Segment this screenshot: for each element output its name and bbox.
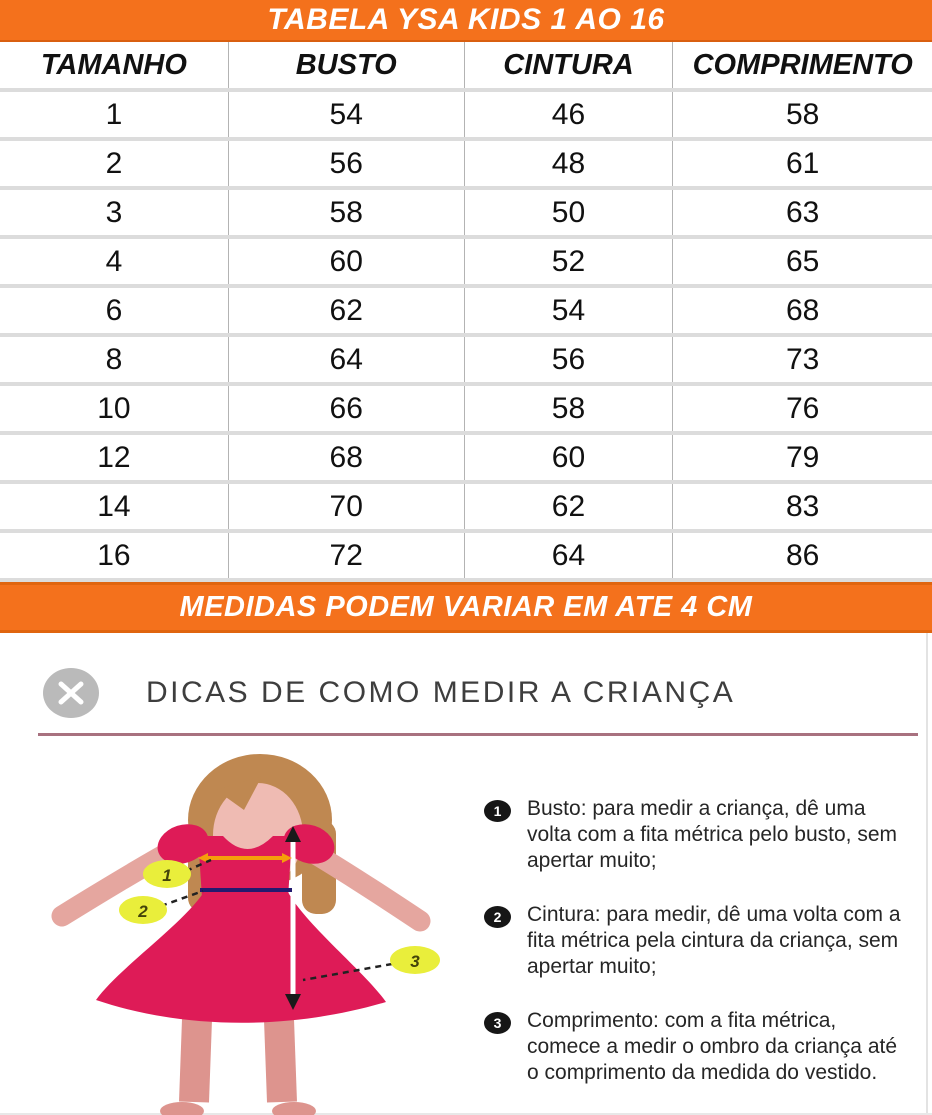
tips-list: 1 Busto: para medir a criança, dê uma vo… bbox=[450, 736, 926, 1115]
cell-bust: 56 bbox=[227, 139, 465, 190]
tolerance-notice-bar: MEDIDAS PODEM VARIAR EM ATE 4 CM bbox=[0, 582, 932, 633]
child-figure-wrap: 1 2 3 bbox=[30, 740, 450, 1115]
cell-size: 2 bbox=[0, 139, 229, 190]
tip-text: Comprimento: com a fita métrica, comece … bbox=[527, 1009, 898, 1084]
table-header-row: TAMANHO BUSTO CINTURA COMPRIMENTO bbox=[0, 42, 932, 92]
cell-waist: 56 bbox=[463, 335, 673, 386]
table-row: 1 54 46 58 bbox=[0, 90, 932, 141]
cell-waist: 54 bbox=[463, 286, 673, 337]
marker-badge-length: 3 bbox=[390, 946, 440, 974]
table-row: 4 60 52 65 bbox=[0, 237, 932, 288]
tip-bullet: 1 bbox=[484, 800, 511, 822]
cell-bust: 68 bbox=[227, 433, 465, 484]
cell-waist: 60 bbox=[463, 433, 673, 484]
cell-size: 6 bbox=[0, 286, 229, 337]
cell-length: 65 bbox=[672, 237, 932, 288]
cell-size: 4 bbox=[0, 237, 229, 288]
cell-waist: 48 bbox=[463, 139, 673, 190]
cell-bust: 54 bbox=[227, 90, 465, 141]
bottom-divider bbox=[0, 1113, 932, 1115]
cell-size: 16 bbox=[0, 531, 229, 582]
col-header-comprimento: COMPRIMENTO bbox=[672, 42, 932, 92]
table-row: 12 68 60 79 bbox=[0, 433, 932, 484]
table-row: 3 58 50 63 bbox=[0, 188, 932, 239]
tips-header: DICAS DE COMO MEDIR A CRIANÇA bbox=[30, 633, 926, 719]
cell-bust: 58 bbox=[227, 188, 465, 239]
cell-length: 58 bbox=[672, 90, 932, 141]
cell-waist: 62 bbox=[463, 482, 673, 533]
cell-bust: 70 bbox=[227, 482, 465, 533]
tip-item-waist: 2 Cintura: para medir, dê uma volta com … bbox=[484, 902, 920, 980]
cell-waist: 52 bbox=[463, 237, 673, 288]
tip-item-length: 3 Comprimento: com a fita métrica, comec… bbox=[484, 1008, 920, 1086]
measuring-tips-panel: DICAS DE COMO MEDIR A CRIANÇA bbox=[30, 633, 928, 1115]
table-title-bar: TABELA YSA KIDS 1 AO 16 bbox=[0, 0, 932, 42]
tip-bullet: 3 bbox=[484, 1012, 511, 1034]
cell-size: 10 bbox=[0, 384, 229, 435]
close-icon[interactable] bbox=[42, 667, 100, 719]
cell-length: 83 bbox=[672, 482, 932, 533]
tip-bullet: 2 bbox=[484, 906, 511, 928]
col-header-cintura: CINTURA bbox=[463, 42, 673, 92]
cell-length: 63 bbox=[672, 188, 932, 239]
cell-size: 1 bbox=[0, 90, 229, 141]
table-title: TABELA YSA KIDS 1 AO 16 bbox=[267, 3, 665, 36]
cell-length: 68 bbox=[672, 286, 932, 337]
bust-measure-line bbox=[198, 853, 292, 863]
cell-bust: 64 bbox=[227, 335, 465, 386]
table-row: 16 72 64 86 bbox=[0, 531, 932, 582]
cell-bust: 62 bbox=[227, 286, 465, 337]
cell-length: 61 bbox=[672, 139, 932, 190]
col-header-busto: BUSTO bbox=[227, 42, 465, 92]
svg-text:1: 1 bbox=[162, 866, 171, 885]
cell-bust: 60 bbox=[227, 237, 465, 288]
cell-waist: 50 bbox=[463, 188, 673, 239]
heading-underline bbox=[38, 733, 918, 736]
cell-bust: 66 bbox=[227, 384, 465, 435]
tolerance-notice-text: MEDIDAS PODEM VARIAR EM ATE 4 CM bbox=[179, 591, 753, 623]
length-measure-arrow bbox=[285, 826, 301, 1010]
table-row: 2 56 48 61 bbox=[0, 139, 932, 190]
cell-size: 3 bbox=[0, 188, 229, 239]
table-row: 6 62 54 68 bbox=[0, 286, 932, 337]
girl-dress bbox=[96, 824, 386, 1023]
girl-fringe bbox=[216, 776, 262, 810]
tip-item-bust: 1 Busto: para medir a criança, dê uma vo… bbox=[484, 796, 920, 874]
marker-badge-bust: 1 bbox=[143, 860, 191, 888]
cell-bust: 72 bbox=[227, 531, 465, 582]
tip-text: Cintura: para medir, dê uma volta com a … bbox=[527, 903, 901, 978]
cell-length: 79 bbox=[672, 433, 932, 484]
cell-size: 8 bbox=[0, 335, 229, 386]
col-header-tamanho: TAMANHO bbox=[0, 42, 229, 92]
cell-size: 14 bbox=[0, 482, 229, 533]
tips-heading: DICAS DE COMO MEDIR A CRIANÇA bbox=[146, 676, 736, 709]
cell-length: 76 bbox=[672, 384, 932, 435]
cell-waist: 64 bbox=[463, 531, 673, 582]
cell-waist: 58 bbox=[463, 384, 673, 435]
table-row: 10 66 58 76 bbox=[0, 384, 932, 435]
marker-connectors bbox=[160, 858, 393, 982]
tip-text: Busto: para medir a criança, dê uma volt… bbox=[527, 797, 897, 872]
cell-size: 12 bbox=[0, 433, 229, 484]
svg-text:2: 2 bbox=[137, 902, 148, 921]
marker-badge-waist: 2 bbox=[119, 896, 167, 924]
cell-length: 73 bbox=[672, 335, 932, 386]
table-row: 8 64 56 73 bbox=[0, 335, 932, 386]
cell-length: 86 bbox=[672, 531, 932, 582]
svg-text:3: 3 bbox=[410, 952, 420, 971]
tips-content: 1 2 3 1 Busto: para medir a criança bbox=[30, 736, 926, 1115]
table-row: 14 70 62 83 bbox=[0, 482, 932, 533]
size-table: TAMANHO BUSTO CINTURA COMPRIMENTO 1 54 4… bbox=[0, 42, 932, 582]
child-measurement-illustration: 1 2 3 bbox=[51, 754, 440, 1115]
cell-waist: 46 bbox=[463, 90, 673, 141]
